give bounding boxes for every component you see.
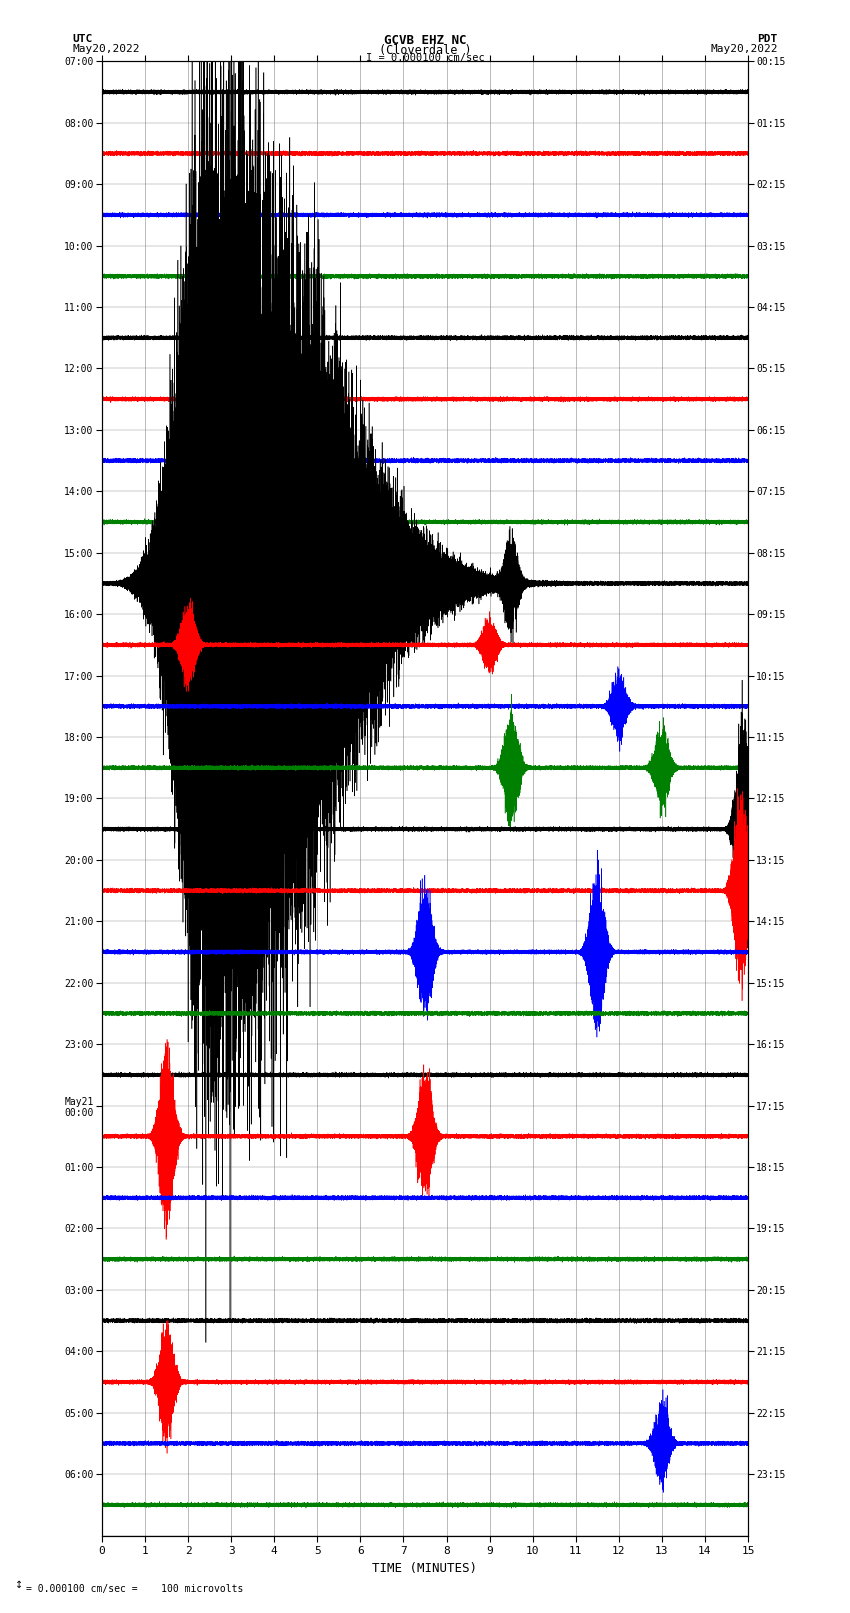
Text: I = 0.000100 cm/sec: I = 0.000100 cm/sec — [366, 53, 484, 63]
Text: = 0.000100 cm/sec =    100 microvolts: = 0.000100 cm/sec = 100 microvolts — [26, 1584, 243, 1594]
Text: ↕: ↕ — [15, 1581, 24, 1590]
Text: UTC: UTC — [72, 34, 93, 44]
Text: GCVB EHZ NC: GCVB EHZ NC — [383, 34, 467, 47]
X-axis label: TIME (MINUTES): TIME (MINUTES) — [372, 1561, 478, 1574]
Text: (Cloverdale ): (Cloverdale ) — [379, 44, 471, 56]
Text: PDT: PDT — [757, 34, 778, 44]
Text: May20,2022: May20,2022 — [72, 44, 139, 53]
Text: May20,2022: May20,2022 — [711, 44, 778, 53]
